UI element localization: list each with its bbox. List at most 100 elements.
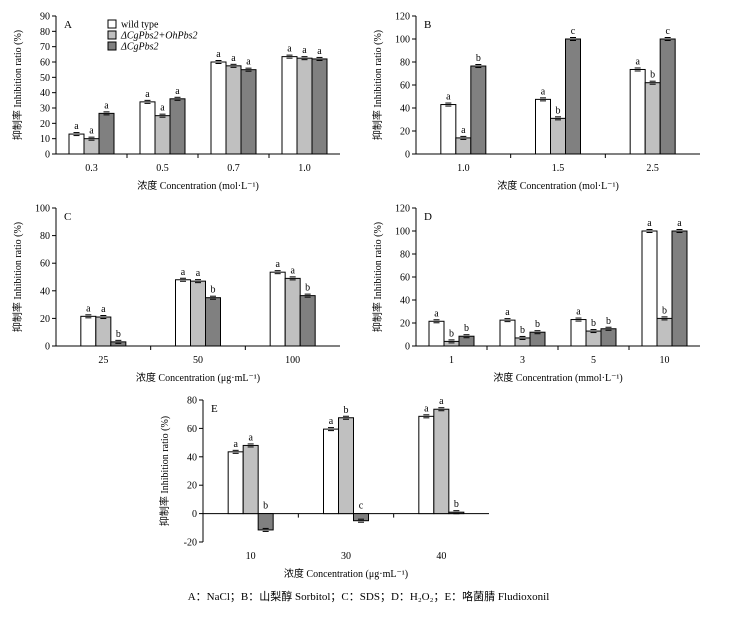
x-axis-label: 浓度 Concentration (μg·mL⁻¹) <box>284 567 408 580</box>
significance-label: b <box>556 105 561 116</box>
y-axis-label: 抑制率 Inhibition ratio (%) <box>11 222 24 332</box>
y-tick-label: 80 <box>40 231 50 242</box>
legend-swatch <box>107 30 117 40</box>
x-tick-label: 2.5 <box>646 163 659 174</box>
bar <box>428 320 445 347</box>
y-tick-label: 80 <box>40 27 50 38</box>
bar <box>656 317 673 347</box>
x-tick-label: 3 <box>520 355 525 366</box>
x-tick-label: 0.7 <box>227 163 240 174</box>
x-tick-label: 1 <box>449 355 454 366</box>
y-tick-label: 100 <box>35 204 50 215</box>
x-tick-label: 10 <box>660 355 670 366</box>
bar <box>205 297 221 347</box>
legend-swatch <box>107 19 117 29</box>
x-tick-label: 30 <box>341 551 351 562</box>
significance-label: a <box>647 218 652 229</box>
x-axis-label: 浓度 Concentration (mol·L⁻¹) <box>137 179 259 192</box>
bar <box>154 115 171 155</box>
y-tick-label: 120 <box>395 12 410 23</box>
legend-label: wild type <box>121 20 159 31</box>
y-tick-label: 40 <box>400 296 410 307</box>
bar <box>190 280 206 347</box>
significance-label: b <box>650 70 655 81</box>
bar <box>433 408 450 515</box>
significance-label: a <box>302 45 307 56</box>
y-tick-label: 40 <box>187 452 197 463</box>
bar <box>659 38 676 155</box>
bar <box>455 137 472 155</box>
significance-label: b <box>454 499 459 510</box>
y-axis-label: 抑制率 Inhibition ratio (%) <box>371 222 384 332</box>
bar <box>443 340 460 347</box>
y-tick-label: 80 <box>400 250 410 261</box>
significance-label: b <box>263 501 268 512</box>
bar <box>499 319 516 347</box>
y-tick-label: 60 <box>40 259 50 270</box>
y-axis-label: 抑制率 Inhibition ratio (%) <box>11 30 24 140</box>
y-tick-label: 100 <box>395 35 410 46</box>
bar <box>98 112 115 155</box>
bar <box>353 513 369 522</box>
y-tick-label: 100 <box>395 227 410 238</box>
bar <box>169 98 186 155</box>
y-tick-label: 60 <box>400 273 410 284</box>
significance-label: a <box>196 268 201 279</box>
y-tick-label: 90 <box>40 12 50 23</box>
figure-caption: A：NaCl；B：山梨醇 Sorbitol；C：SDS；D：H₂O₂；E：咯菌腈… <box>187 591 550 603</box>
significance-label: a <box>275 259 280 270</box>
bar <box>281 56 298 155</box>
significance-label: a <box>74 121 79 132</box>
x-tick-label: 1.0 <box>457 163 470 174</box>
panel-label: B <box>424 19 431 31</box>
chart-panel-b: 0 20 40 60 80 100 120 B 抑制率 Inhibition ratio (%)… <box>371 12 700 192</box>
bar <box>311 58 328 155</box>
significance-label: a <box>461 125 466 136</box>
y-tick-label: 0 <box>192 509 197 520</box>
significance-label: a <box>635 56 640 67</box>
bar <box>269 271 286 347</box>
significance-label: a <box>89 126 94 137</box>
significance-label: a <box>434 308 439 319</box>
bar <box>535 98 551 155</box>
significance-label: b <box>476 53 481 64</box>
bar <box>418 415 435 515</box>
significance-label: a <box>329 416 334 427</box>
bar <box>458 335 475 347</box>
significance-label: a <box>439 396 444 407</box>
y-tick-label: 40 <box>40 286 50 297</box>
x-tick-label: 5 <box>591 355 596 366</box>
y-tick-label: 80 <box>187 396 197 407</box>
significance-label: b <box>211 285 216 296</box>
significance-label: c <box>665 26 670 37</box>
bar <box>600 328 617 347</box>
bar <box>323 428 339 515</box>
significance-label: a <box>233 439 238 450</box>
significance-label: a <box>104 100 109 111</box>
significance-label: a <box>290 265 295 276</box>
significance-label: a <box>181 267 186 278</box>
y-tick-label: 0 <box>405 342 410 353</box>
x-tick-label: 0.5 <box>156 163 169 174</box>
x-axis-label: 浓度 Concentration (mmol·L⁻¹) <box>493 371 622 384</box>
chart-panel-a: 0 10 20 30 40 50 60 70 80 90 A 抑制率 Inhibition ratio… <box>11 12 340 192</box>
bar <box>110 341 127 347</box>
significance-label: a <box>86 303 91 314</box>
bar <box>225 65 242 155</box>
bar <box>565 38 581 155</box>
y-tick-label: 10 <box>40 134 50 145</box>
significance-label: a <box>287 44 292 55</box>
significance-label: a <box>246 57 251 68</box>
chart-panel-d: 0 20 40 60 80 100 120 D 抑制率 Inhibition ratio (%)… <box>371 204 700 384</box>
legend-swatch <box>107 41 117 51</box>
bar <box>284 277 301 347</box>
significance-label: a <box>446 92 451 103</box>
significance-label: a <box>541 86 546 97</box>
y-tick-label: 80 <box>400 58 410 69</box>
y-tick-label: 60 <box>40 58 50 69</box>
significance-label: a <box>317 46 322 57</box>
bar <box>671 230 688 347</box>
significance-label: a <box>248 432 253 443</box>
bar <box>210 61 227 155</box>
